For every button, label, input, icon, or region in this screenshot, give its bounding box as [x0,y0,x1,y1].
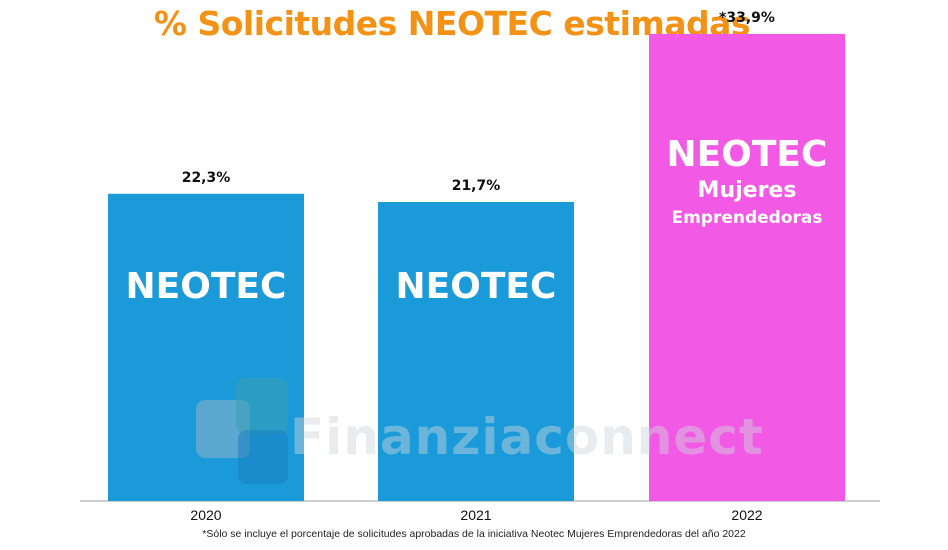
watermark-logo-square-3 [238,430,288,484]
x-tick-2021: 2021 [460,507,491,523]
bar-2021 [378,202,574,501]
footnote: *Sólo se incluye el porcentaje de solici… [202,528,746,540]
bar-2022-label: NEOTEC [666,134,828,175]
bar-2021-label: NEOTEC [395,266,557,307]
value-label-2021: 21,7% [452,178,501,194]
value-label-2022: *33,9% [719,10,775,26]
bar-2020-label: NEOTEC [125,266,287,307]
watermark-text: Finanziaconnect [290,408,764,466]
bar-2022-sublabel-2: Emprendedoras [671,208,823,228]
x-tick-2022: 2022 [731,507,762,523]
x-tick-2020: 2020 [190,507,221,523]
bar-2022 [649,33,845,501]
value-label-2020: 22,3% [182,170,231,186]
bar-2022-sublabel-1: Mujeres [697,178,797,203]
watermark-logo-square-2 [236,378,288,434]
